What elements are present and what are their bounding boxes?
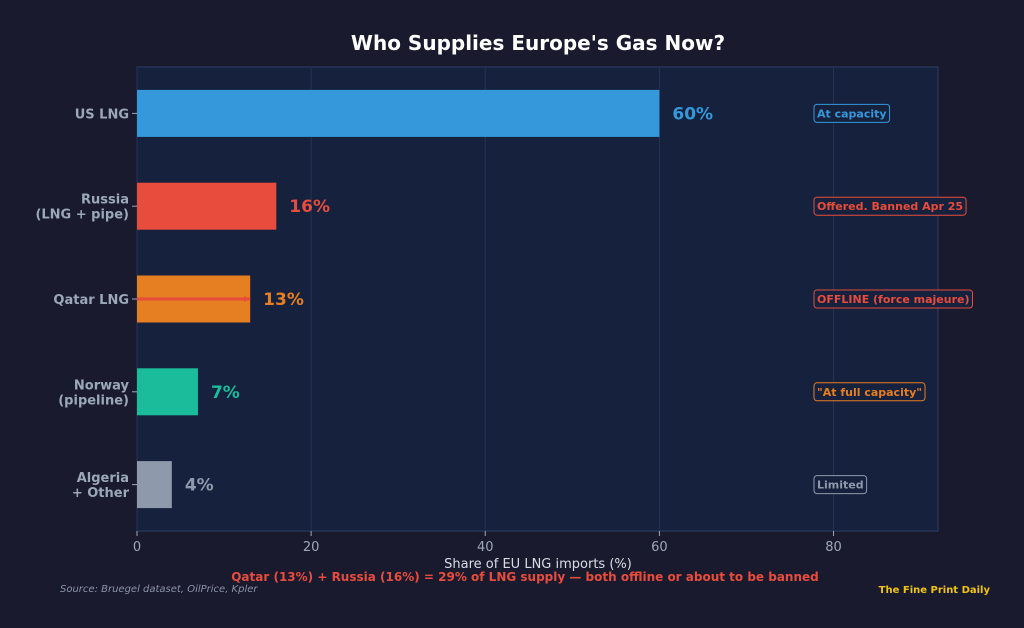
status-badge-box-4: [813, 475, 868, 495]
status-badge-text-0: At capacity: [817, 107, 887, 120]
status-badge-box-0: [813, 103, 891, 123]
chart-title: Who Supplies Europe's Gas Now?: [351, 31, 725, 55]
value-label-3: 7%: [211, 383, 240, 403]
category-label-4: Algeria + Other: [72, 471, 130, 501]
status-badge-3: "At full capacity": [813, 382, 926, 402]
status-badge-text-4: Limited: [817, 479, 864, 492]
x-tick-label-4: 80: [825, 540, 842, 555]
bars: [137, 89, 660, 509]
status-badge-1: Offered. Banned Apr 25: [813, 196, 967, 216]
bar-3: [137, 368, 198, 416]
x-tick-label-0: 0: [133, 540, 141, 555]
plot-area: [136, 66, 939, 532]
value-label-0: 60%: [672, 104, 713, 124]
category-label-0: US LNG: [75, 107, 129, 122]
category-label-2: Qatar LNG: [53, 293, 129, 308]
x-tick-label-1: 20: [303, 540, 320, 555]
x-tick-label-2: 40: [477, 540, 494, 555]
bar-0: [137, 89, 660, 137]
status-badge-box-1: [813, 196, 967, 216]
value-label-2: 13%: [263, 290, 304, 310]
status-badge-2: OFFLINE (force majeure): [813, 289, 973, 309]
status-badge-text-1: Offered. Banned Apr 25: [817, 200, 963, 213]
bar-4: [137, 461, 172, 509]
status-badge-box-3: [813, 382, 926, 402]
footnote: Qatar (13%) + Russia (16%) = 29% of LNG …: [231, 570, 819, 584]
y-axis-ticks: [132, 112, 137, 486]
x-tick-label-3: 60: [651, 540, 668, 555]
x-axis-ticks: 0 20 40 60 80: [133, 531, 842, 555]
bar-1: [137, 182, 277, 230]
status-badge-text-2: OFFLINE (force majeure): [817, 293, 970, 306]
status-badge-text-3: "At full capacity": [817, 386, 922, 399]
brand-label: The Fine Print Daily: [879, 585, 991, 596]
category-labels: US LNG Russia (LNG + pipe) Qatar LNG Norway(…: [35, 107, 129, 501]
category-label-1: Russia (LNG + pipe): [35, 193, 129, 223]
source-note: Source: Bruegel dataset, OilPrice, Kpler: [60, 584, 258, 595]
status-badge-0: At capacity: [813, 103, 891, 123]
category-label-3: Norway (pipeline): [58, 378, 129, 408]
strikethrough-arrowhead: [244, 296, 251, 302]
status-badge-4: Limited: [813, 475, 868, 495]
value-label-1: 16%: [289, 197, 330, 217]
x-axis-label: Share of EU LNG imports (%): [444, 557, 632, 572]
value-label-4: 4%: [185, 476, 214, 496]
status-badge-box-2: [813, 289, 973, 309]
value-labels: 60% 16% 13% 7% 4%: [185, 104, 713, 495]
status-badges: At capacity Offered. Banned Apr 25 OFFLINE…: [813, 103, 973, 495]
